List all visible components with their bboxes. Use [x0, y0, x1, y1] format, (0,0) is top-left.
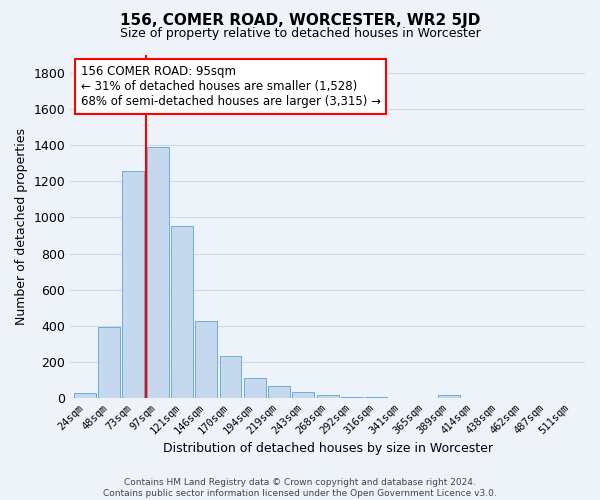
Bar [268, 386, 290, 398]
Y-axis label: Number of detached properties: Number of detached properties [15, 128, 28, 325]
Bar [171, 226, 193, 398]
Bar [341, 397, 363, 398]
Bar [122, 170, 145, 398]
Text: 156 COMER ROAD: 95sqm
← 31% of detached houses are smaller (1,528)
68% of semi-d: 156 COMER ROAD: 95sqm ← 31% of detached … [80, 66, 380, 108]
Bar [98, 326, 120, 398]
Text: Size of property relative to detached houses in Worcester: Size of property relative to detached ho… [119, 28, 481, 40]
Bar [220, 356, 241, 398]
Text: 156, COMER ROAD, WORCESTER, WR2 5JD: 156, COMER ROAD, WORCESTER, WR2 5JD [120, 12, 480, 28]
Bar [292, 392, 314, 398]
Text: Contains HM Land Registry data © Crown copyright and database right 2024.
Contai: Contains HM Land Registry data © Crown c… [103, 478, 497, 498]
Bar [196, 322, 217, 398]
Bar [244, 378, 266, 398]
X-axis label: Distribution of detached houses by size in Worcester: Distribution of detached houses by size … [163, 442, 493, 455]
Bar [74, 394, 96, 398]
Bar [147, 147, 169, 398]
Bar [317, 396, 338, 398]
Bar [438, 394, 460, 398]
